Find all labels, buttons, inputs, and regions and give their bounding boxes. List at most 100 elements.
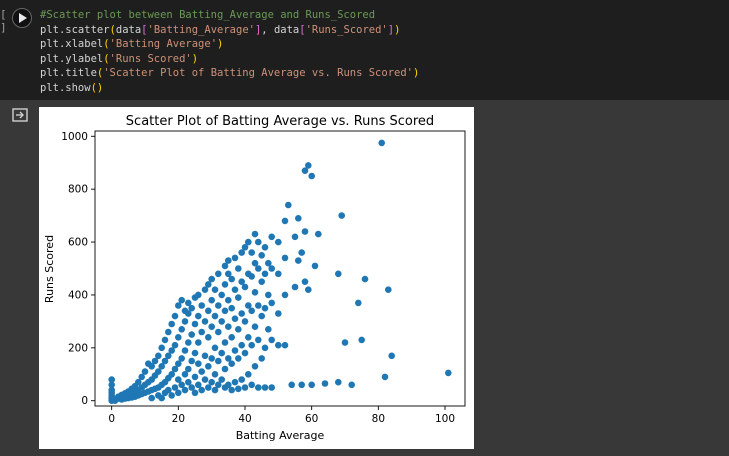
code-editor[interactable]: #Scatter plot between Batting_Average an… xyxy=(40,8,419,96)
data-point xyxy=(285,201,292,209)
play-circle-icon xyxy=(19,13,27,23)
x-axis-label: Batting Average xyxy=(236,429,325,442)
data-point xyxy=(241,244,249,251)
data-point xyxy=(238,278,245,285)
data-point xyxy=(235,326,242,333)
data-point xyxy=(178,355,185,362)
data-point xyxy=(268,384,275,391)
data-point xyxy=(148,363,155,370)
data-point xyxy=(255,384,262,391)
data-point xyxy=(108,386,115,394)
data-point xyxy=(275,270,282,278)
data-point xyxy=(335,378,342,386)
data-point xyxy=(201,318,209,325)
data-point xyxy=(218,291,225,299)
data-point xyxy=(301,228,309,235)
data-point xyxy=(281,341,289,349)
data-point xyxy=(181,371,189,378)
output-arrow-icon[interactable] xyxy=(12,108,28,122)
data-point xyxy=(235,385,242,393)
data-point xyxy=(191,349,199,357)
data-point xyxy=(158,394,165,402)
data-point xyxy=(445,369,452,377)
data-point xyxy=(225,270,232,278)
data-point xyxy=(211,312,219,320)
data-point xyxy=(265,326,272,333)
code-token: 'Batting_Average' xyxy=(147,23,255,36)
data-point xyxy=(148,394,155,402)
data-point xyxy=(161,357,169,365)
data-point xyxy=(185,365,192,373)
data-point xyxy=(191,320,199,328)
data-point xyxy=(261,244,269,251)
data-point xyxy=(205,334,212,341)
data-point xyxy=(245,302,252,309)
data-point xyxy=(291,283,299,291)
data-point xyxy=(225,296,232,304)
data-point xyxy=(135,378,142,386)
data-point xyxy=(305,162,312,169)
data-point xyxy=(248,307,255,315)
data-point xyxy=(355,299,362,307)
data-point xyxy=(221,262,229,270)
data-point xyxy=(255,302,262,309)
data-point xyxy=(225,381,232,389)
code-cell[interactable]: [ ] #Scatter plot between Batting_Averag… xyxy=(0,0,729,100)
data-point xyxy=(241,384,249,391)
data-point xyxy=(185,299,192,307)
plot-frame xyxy=(94,130,466,407)
data-point xyxy=(221,339,229,346)
data-point xyxy=(151,357,159,365)
data-point xyxy=(158,344,165,352)
y-tick-label: 1000 xyxy=(61,131,88,143)
data-point xyxy=(231,378,239,386)
data-point xyxy=(291,233,299,241)
data-point xyxy=(268,336,275,344)
data-point xyxy=(171,341,179,349)
execution-count: [ ] xyxy=(0,8,7,34)
data-point xyxy=(198,328,205,336)
data-point xyxy=(198,368,205,375)
code-token: ) xyxy=(191,52,199,65)
data-point xyxy=(315,230,322,238)
data-point xyxy=(241,318,249,325)
code-token: ) xyxy=(394,23,401,36)
data-point xyxy=(211,286,219,293)
data-point xyxy=(265,291,272,299)
data-point xyxy=(338,212,346,219)
data-point xyxy=(195,339,202,346)
code-token: ( xyxy=(109,23,116,36)
data-point xyxy=(221,281,229,288)
code-token: plt.scatter xyxy=(40,23,110,36)
data-point xyxy=(261,384,269,391)
data-point xyxy=(215,270,222,278)
data-point xyxy=(195,312,202,320)
run-cell-button[interactable] xyxy=(12,8,32,28)
y-tick-label: 600 xyxy=(68,237,88,249)
data-point xyxy=(208,323,215,330)
code-token: data xyxy=(115,23,142,36)
data-point xyxy=(281,291,289,299)
data-point xyxy=(195,381,202,389)
data-point xyxy=(251,289,259,296)
code-token: 'Batting Average' xyxy=(109,38,218,51)
data-point xyxy=(268,299,275,307)
data-point xyxy=(211,386,219,394)
y-tick-label: 200 xyxy=(68,342,88,354)
data-point xyxy=(108,376,115,383)
data-point xyxy=(191,389,199,397)
scatter-chart: Scatter Plot of Batting Average vs. Runs… xyxy=(43,114,466,442)
code-token: ) xyxy=(413,67,420,80)
data-point xyxy=(205,281,212,288)
data-point xyxy=(175,376,182,383)
data-point xyxy=(205,384,212,391)
code-token: 'Scatter Plot of Batting Average vs. Run… xyxy=(103,67,413,80)
data-point xyxy=(231,286,239,293)
data-point xyxy=(175,389,182,397)
data-point xyxy=(231,347,239,354)
data-point xyxy=(168,392,175,399)
data-point xyxy=(205,363,212,370)
data-point xyxy=(181,318,189,325)
code-line: plt.title('Scatter Plot of Batting Avera… xyxy=(40,67,419,79)
data-point xyxy=(268,233,275,241)
